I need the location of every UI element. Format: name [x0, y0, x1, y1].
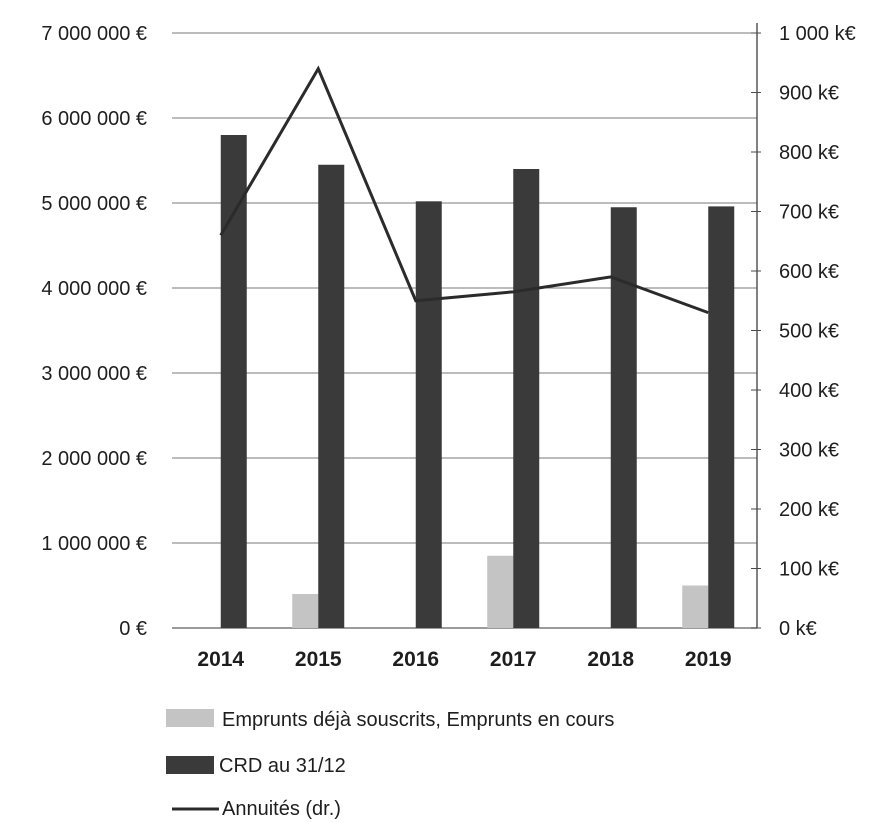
x-tick-label: 2014: [197, 648, 244, 671]
x-axis-ticks: 2014 2015 2016 2017 2018 2019: [197, 648, 731, 671]
right-tick-label: 600 k€: [779, 261, 839, 283]
legend-label-annuites: Annuités (dr.): [222, 798, 341, 820]
bar-crd: [513, 169, 540, 628]
annuites-line: [219, 65, 709, 315]
bar-emprunts: [292, 594, 319, 628]
bar-crd: [220, 135, 247, 628]
legend-item-crd: CRD au 31/12: [166, 755, 346, 777]
left-tick-label: 7 000 000 €: [41, 23, 147, 45]
left-tick-label: 6 000 000 €: [41, 108, 147, 130]
right-tick-label: 700 k€: [779, 202, 839, 224]
x-tick-label: 2015: [295, 648, 342, 671]
right-tick-label: 300 k€: [779, 440, 839, 462]
legend-item-emprunts: Emprunts déjà souscrits, Emprunts en cou…: [166, 709, 614, 731]
bar-emprunts: [682, 585, 709, 628]
legend-swatch-emprunts: [166, 709, 214, 727]
legend-label-emprunts: Emprunts déjà souscrits, Emprunts en cou…: [222, 709, 614, 731]
left-tick-label: 0 €: [119, 618, 147, 640]
annuites-line-series: [219, 65, 709, 315]
left-tick-label: 5 000 000 €: [41, 193, 147, 215]
legend: Emprunts déjà souscrits, Emprunts en cou…: [166, 709, 614, 820]
x-tick-label: 2018: [587, 648, 634, 671]
right-tick-label: 500 k€: [779, 321, 839, 343]
right-tick-label: 1 000 k€: [779, 23, 856, 45]
x-tick-label: 2017: [490, 648, 537, 671]
right-tick-label: 100 k€: [779, 559, 839, 581]
x-tick-label: 2019: [685, 648, 732, 671]
legend-swatch-crd: [166, 756, 214, 774]
gridlines: [172, 32, 757, 629]
right-tick-label: 400 k€: [779, 380, 839, 402]
right-tick-label: 900 k€: [779, 83, 839, 105]
bars: [220, 135, 735, 629]
right-tick-label: 0 k€: [779, 618, 817, 640]
right-tick-label: 200 k€: [779, 499, 839, 521]
bar-crd: [708, 206, 735, 628]
left-tick-label: 2 000 000 €: [41, 448, 147, 470]
legend-label-crd: CRD au 31/12: [219, 755, 346, 777]
left-tick-label: 3 000 000 €: [41, 363, 147, 385]
bar-crd: [318, 164, 345, 628]
left-tick-label: 4 000 000 €: [41, 278, 147, 300]
left-axis-ticks: 0 € 1 000 000 € 2 000 000 € 3 000 000 € 4 00…: [41, 23, 147, 640]
bar-crd: [415, 201, 442, 629]
axes: [751, 23, 761, 629]
x-tick-label: 2016: [392, 648, 439, 671]
left-tick-label: 1 000 000 €: [41, 533, 147, 555]
bar-emprunts: [487, 555, 514, 628]
bar-crd: [610, 207, 637, 628]
right-tick-label: 800 k€: [779, 142, 839, 164]
right-axis-ticks: 0 k€ 100 k€ 200 k€ 300 k€ 400 k€ 500 k€ 600 k€…: [779, 23, 856, 640]
legend-item-annuites: Annuités (dr.): [172, 798, 341, 820]
